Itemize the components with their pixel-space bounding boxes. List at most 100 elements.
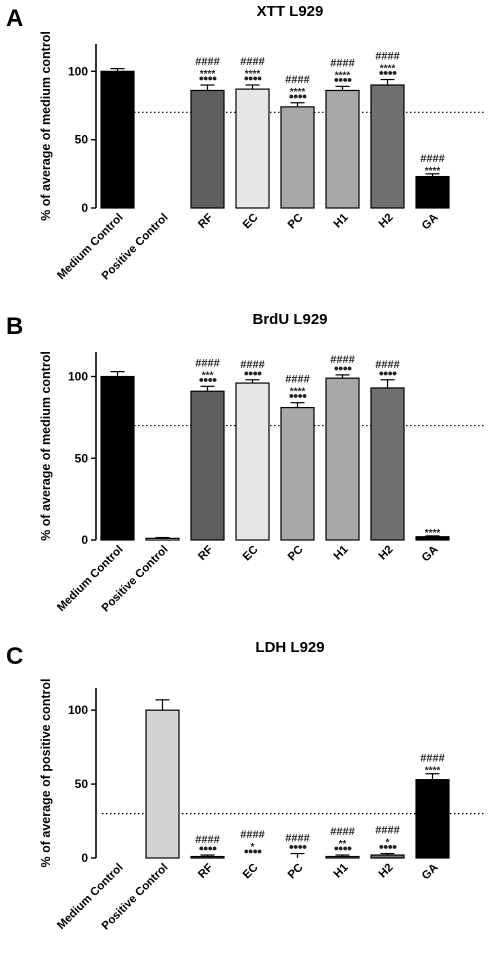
x-tick-label: RF [196, 212, 215, 231]
x-tick-label: H1 [332, 543, 351, 562]
y-axis-label: % of average of positive control [39, 679, 53, 868]
bar [370, 387, 405, 541]
x-tick-label: EC [241, 212, 261, 232]
y-axis-label: % of average of medium control [39, 31, 53, 221]
x-tick-label: PC [286, 862, 306, 882]
bar [325, 377, 360, 541]
significance-label: #### [240, 56, 264, 68]
significance-label: #### [285, 74, 309, 86]
y-tick-label: 50 [75, 777, 89, 791]
bar [190, 855, 225, 859]
chart-panel-c: C LDH L929 % of average of positive contro… [6, 639, 484, 932]
significance-label: ●●●● [199, 374, 217, 384]
significance-label: ●●●● [244, 846, 262, 856]
y-tick-label: 100 [68, 703, 88, 717]
bar [190, 390, 225, 541]
significance-label: ●●●● [289, 842, 307, 852]
significance-label: ●●●● [379, 842, 397, 852]
significance-label: ** [339, 839, 347, 850]
x-tick-label: EC [241, 862, 261, 882]
significance-label: #### [195, 357, 219, 369]
chart-panel-a: A XTT L929 % of average of medium control 0… [6, 3, 484, 282]
significance-label: **** [200, 69, 216, 80]
bar [235, 382, 270, 541]
x-tick-label: GA [420, 862, 441, 883]
significance-label: ●●●● [289, 91, 307, 101]
x-tick-label: H1 [332, 211, 351, 230]
y-tick-label: 0 [81, 533, 88, 547]
bar [280, 106, 315, 209]
bar [145, 709, 180, 859]
significance-label: #### [420, 753, 444, 765]
significance-label: ●●●● [289, 391, 307, 401]
significance-label: ●●●● [244, 73, 262, 83]
significance-label: #### [285, 374, 309, 386]
significance-label: #### [240, 829, 264, 841]
chart-title: XTT L929 [257, 3, 324, 20]
x-tick-label: H2 [377, 862, 396, 881]
bar [370, 84, 405, 209]
significance-label: ●●●● [199, 843, 217, 853]
significance-label: **** [425, 528, 441, 539]
significance-label: #### [330, 354, 354, 366]
significance-label: **** [425, 766, 441, 777]
bar [325, 89, 360, 209]
x-tick-label: RF [196, 862, 215, 881]
significance-label: #### [375, 359, 399, 371]
x-tick-label: H1 [332, 861, 351, 880]
y-tick-label: 50 [75, 133, 89, 147]
bar [190, 89, 225, 209]
bar [145, 537, 180, 541]
y-tick-label: 50 [75, 451, 89, 465]
significance-label: #### [195, 56, 219, 68]
bar [235, 88, 270, 209]
significance-label: **** [425, 166, 441, 177]
chart-title: LDH L929 [255, 639, 324, 656]
panel-letter: B [6, 313, 23, 340]
significance-label: ●●●● [379, 368, 397, 378]
significance-label: **** [245, 69, 261, 80]
y-tick-label: 100 [68, 64, 88, 78]
significance-label: #### [285, 833, 309, 845]
significance-label: #### [420, 153, 444, 165]
chart-title: BrdU L929 [252, 311, 327, 328]
significance-label: ●●●● [334, 363, 352, 373]
panel-letter: C [6, 643, 23, 670]
x-tick-label: RF [196, 544, 215, 563]
significance-label: * [386, 838, 390, 849]
significance-label: #### [240, 359, 264, 371]
x-tick-label: H2 [377, 212, 396, 231]
y-axis-label: % of average of medium control [39, 351, 53, 541]
y-tick-label: 100 [68, 370, 88, 384]
significance-label: ●●●● [334, 843, 352, 853]
y-tick-label: 0 [81, 851, 88, 865]
bar [370, 854, 405, 859]
significance-label: #### [330, 826, 354, 838]
chart-panel-b: B BrdU L929 % of average of medium control… [6, 311, 484, 614]
significance-label: **** [290, 387, 306, 398]
y-tick-label: 0 [81, 201, 88, 215]
x-tick-label: GA [420, 544, 441, 565]
significance-label: #### [375, 51, 399, 63]
significance-label: ●●●● [199, 73, 217, 83]
significance-label: ●●●● [334, 74, 352, 84]
significance-label: #### [195, 834, 219, 846]
bar [415, 175, 450, 209]
significance-label: *** [202, 370, 214, 381]
x-tick-label: PC [286, 212, 306, 232]
bar [325, 855, 360, 859]
significance-label: **** [335, 70, 351, 81]
x-tick-label: GA [420, 212, 441, 233]
significance-label: **** [290, 87, 306, 98]
bar [280, 406, 315, 541]
x-tick-label: H2 [377, 544, 396, 563]
significance-label: #### [375, 825, 399, 837]
bar [100, 375, 135, 541]
bar [100, 70, 135, 209]
x-tick-label: PC [286, 544, 306, 564]
significance-label: ●●●● [244, 368, 262, 378]
x-tick-label: EC [241, 544, 261, 564]
panel-letter: A [6, 5, 23, 32]
significance-label: * [251, 842, 255, 853]
